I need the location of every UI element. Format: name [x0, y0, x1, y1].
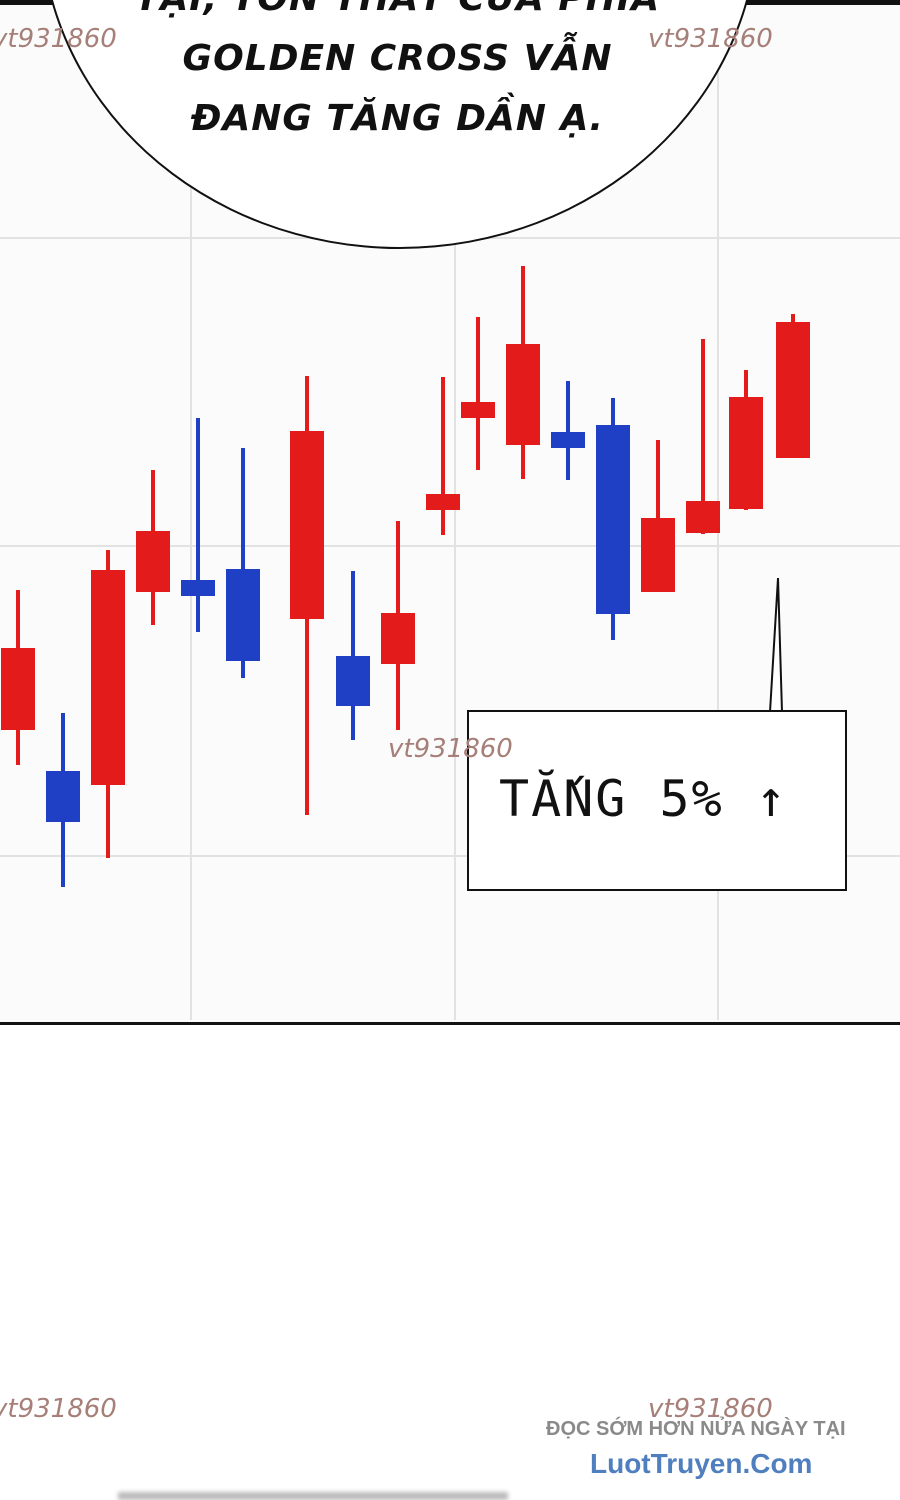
candle-body-up: [426, 494, 460, 510]
candle-body-down: [181, 580, 215, 596]
candle-wick: [566, 381, 570, 480]
candle-body-up: [776, 322, 810, 458]
candle-body-up: [686, 501, 720, 533]
candle-wick: [476, 317, 480, 470]
candle-body-down: [46, 771, 80, 822]
candle-wick: [241, 448, 245, 678]
bubble-line-2: GOLDEN CROSS VẪN: [182, 38, 613, 79]
bubble-line-3: ĐANG TĂNG DẦN Ạ.: [190, 98, 605, 139]
promo-text: ĐỌC SỚM HƠN NỬA NGÀY TẠI: [546, 1418, 846, 1440]
candle-body-up: [1, 648, 35, 730]
candle-body-down: [226, 569, 260, 661]
candle-body-up: [506, 344, 540, 445]
bubble-line-1: TẠI, TỔN THẤT CỦA PHÍA: [40, 0, 755, 19]
candle-body-up: [641, 518, 675, 592]
candle-body-up: [136, 531, 170, 592]
chart-panel: TẠI, TỔN THẤT CỦA PHÍA GOLDEN CROSS VẪN …: [0, 0, 900, 1025]
candle-body-down: [336, 656, 370, 706]
candle-wick: [701, 339, 705, 534]
watermark: vt931860: [648, 24, 773, 54]
candle-wick: [441, 377, 445, 535]
candle-wick: [196, 418, 200, 632]
callout-text: TẮNG 5% ↑: [499, 770, 788, 828]
candle-body-down: [551, 432, 585, 448]
candle-body-up: [729, 397, 763, 509]
candle-body-up: [91, 570, 125, 785]
candle-body-up: [381, 613, 415, 664]
candle-wick: [351, 571, 355, 740]
watermark: vt931860: [648, 1394, 773, 1424]
callout-box: TẮNG 5% ↑: [467, 710, 847, 891]
watermark: vt931860: [0, 1394, 117, 1424]
watermark: vt931860: [388, 734, 513, 764]
watermark: vt931860: [0, 24, 117, 54]
site-link[interactable]: LuotTruyen.Com: [590, 1448, 813, 1479]
candle-body-up: [461, 402, 495, 418]
candle-body-down: [596, 425, 630, 614]
grid-line: [190, 0, 192, 1020]
grid-line: [0, 855, 900, 857]
candle-wick: [656, 440, 660, 592]
candle-body-up: [290, 431, 324, 619]
next-panel-edge: [118, 1492, 508, 1500]
callout-tail: [769, 577, 783, 713]
candlestick-chart: [1, 266, 810, 887]
grid-line: [0, 545, 900, 547]
